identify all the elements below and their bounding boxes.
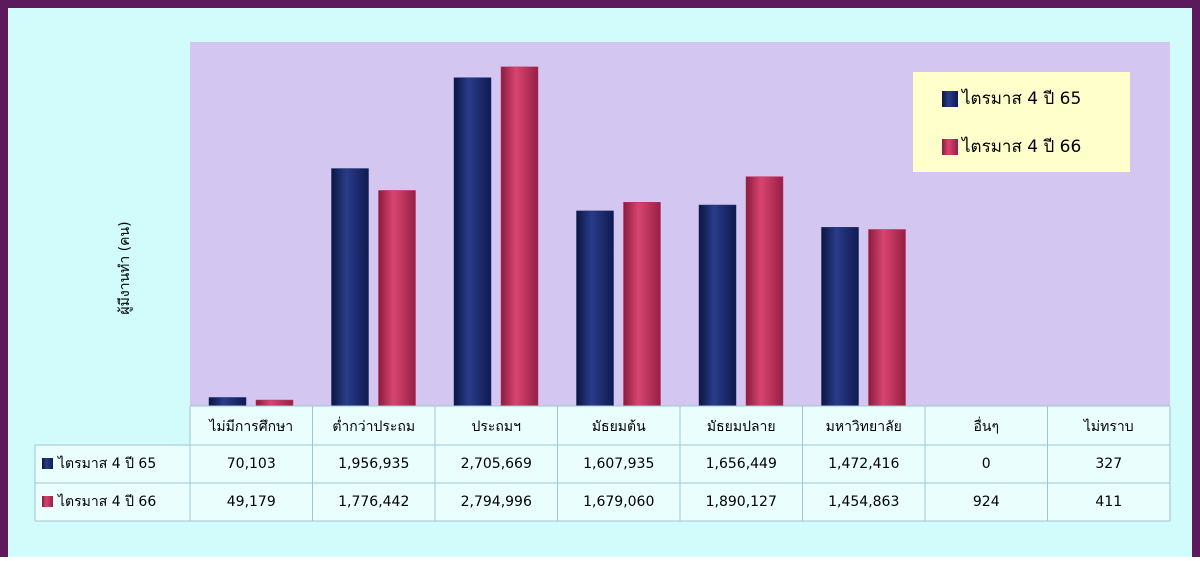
x-tick-label: มัธยมต้น (592, 419, 646, 435)
table-cell: 1,679,060 (583, 494, 654, 510)
x-tick-label: ไม่ทราบ (1083, 418, 1134, 435)
table-row-label: ไตรมาส 4 ปี 66 (57, 493, 156, 510)
x-tick-label: มหาวิทยาลัย (826, 419, 902, 435)
bar (454, 78, 491, 406)
legend-label: ไตรมาส 4 ปี 66 (960, 136, 1081, 157)
table-cell: 411 (1095, 494, 1122, 510)
x-tick-label: ประถมฯ (472, 419, 522, 435)
table-cell: 1,607,935 (583, 456, 654, 472)
bar (256, 400, 293, 406)
table-cell: 1,454,863 (828, 494, 899, 510)
x-tick-label: ต่ำกว่าประถม (332, 417, 415, 435)
bar (624, 202, 661, 406)
x-tick-label: ไม่มีการศึกษา (208, 418, 293, 435)
bar (699, 205, 736, 406)
table-cell: 1,956,935 (338, 456, 409, 472)
bar (379, 190, 416, 406)
legend-label: ไตรมาส 4 ปี 65 (960, 88, 1081, 109)
bar (869, 229, 906, 406)
y-axis-label: ผู้มีงานทำ (คน) (117, 221, 133, 314)
bar (577, 211, 614, 406)
legend-key (942, 139, 958, 155)
table-cell: 1,776,442 (338, 494, 409, 510)
table-key (42, 458, 53, 469)
table-cell: 49,179 (227, 494, 276, 510)
table-cell: 327 (1095, 456, 1122, 472)
legend-key (942, 91, 958, 107)
table-row-label: ไตรมาส 4 ปี 65 (57, 455, 156, 472)
bar (332, 169, 369, 406)
table-cell: 0 (982, 456, 991, 472)
bar (822, 227, 859, 406)
table-cell: 2,705,669 (461, 456, 532, 472)
table-key (42, 496, 53, 507)
bar (501, 67, 538, 406)
x-tick-label: มัธยมปลาย (707, 419, 776, 435)
table-cell: 1,890,127 (706, 494, 777, 510)
bar (746, 177, 783, 406)
x-tick-label: อื่นๆ (974, 417, 1000, 435)
table-cell: 1,472,416 (828, 456, 899, 472)
bar (209, 397, 246, 406)
table-cell: 924 (973, 494, 1000, 510)
table-cell: 70,103 (227, 456, 276, 472)
table-cell: 1,656,449 (706, 456, 777, 472)
table-cell: 2,794,996 (461, 494, 532, 510)
legend (913, 72, 1130, 172)
